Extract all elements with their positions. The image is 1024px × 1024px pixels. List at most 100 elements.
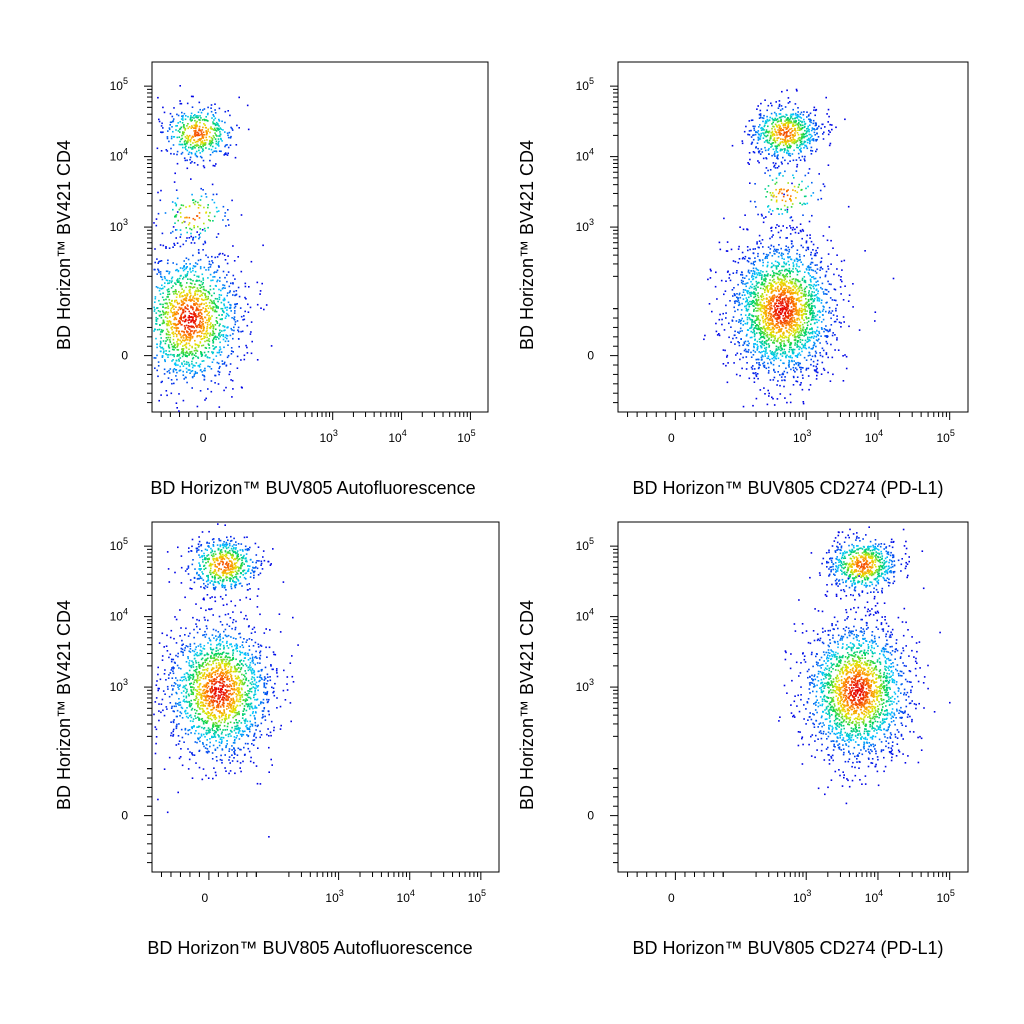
- event-dot: [201, 150, 204, 153]
- event-dot: [746, 310, 749, 312]
- event-dot: [191, 330, 193, 332]
- event-dot: [769, 192, 772, 194]
- event-dot: [210, 390, 213, 393]
- event-dot: [772, 234, 774, 236]
- event-dot: [187, 135, 190, 138]
- event-dot: [799, 324, 802, 327]
- event-dot: [779, 342, 781, 344]
- event-dot: [751, 283, 754, 286]
- event-dot: [793, 327, 795, 330]
- event-dot: [233, 260, 236, 262]
- event-dot: [773, 111, 776, 114]
- event-dot: [184, 118, 187, 121]
- event-dot: [156, 307, 158, 309]
- event-dot: [183, 378, 185, 380]
- event-dot: [821, 328, 823, 330]
- event-dot: [171, 332, 173, 334]
- event-dot: [188, 365, 191, 367]
- event-dot: [765, 167, 768, 169]
- event-dot: [805, 187, 807, 190]
- event-dot: [767, 325, 769, 327]
- event-dot: [814, 342, 816, 345]
- event-dot: [781, 298, 784, 300]
- event-dot: [801, 334, 803, 336]
- event-dot: [704, 334, 706, 337]
- event-dot: [171, 382, 173, 385]
- event-dot: [203, 311, 206, 313]
- event-dot: [183, 316, 186, 319]
- event-dot: [259, 293, 261, 295]
- event-dot: [175, 203, 178, 206]
- event-dot: [752, 372, 754, 374]
- event-dot: [771, 130, 774, 133]
- event-dot: [760, 213, 763, 216]
- event-dot: [805, 317, 808, 320]
- event-dot: [217, 123, 219, 125]
- event-dot: [220, 128, 222, 131]
- event-dot: [177, 344, 179, 346]
- event-dot: [194, 347, 197, 350]
- event-dot: [765, 324, 768, 326]
- event-dot: [803, 147, 805, 149]
- event-dot: [801, 127, 804, 129]
- event-dot: [197, 297, 200, 300]
- event-dot: [789, 393, 792, 396]
- event-dot: [157, 262, 159, 264]
- event-dot: [169, 339, 171, 341]
- event-dot: [184, 216, 186, 219]
- event-dot: [202, 249, 204, 251]
- event-dot: [761, 126, 763, 129]
- event-dot: [247, 311, 250, 313]
- event-dot: [175, 237, 177, 239]
- event-dot: [174, 202, 177, 204]
- event-dot: [749, 248, 751, 251]
- event-dot: [204, 143, 207, 145]
- event-dot: [166, 136, 169, 138]
- event-dot: [832, 332, 834, 334]
- event-dot: [243, 318, 246, 321]
- event-dot: [197, 138, 200, 141]
- event-dot: [757, 252, 759, 255]
- event-dot: [810, 149, 812, 152]
- event-dot: [816, 252, 818, 254]
- event-dot: [789, 128, 791, 130]
- event-dot: [773, 264, 775, 267]
- event-dot: [781, 311, 784, 313]
- event-dot: [803, 276, 806, 278]
- event-dot: [229, 363, 232, 365]
- event-dot: [180, 299, 183, 302]
- event-dot: [786, 149, 789, 151]
- event-dot: [789, 137, 791, 140]
- event-dot: [784, 291, 786, 294]
- event-dot: [782, 325, 785, 328]
- event-dot: [776, 316, 779, 319]
- event-dot: [814, 370, 816, 372]
- event-dot: [183, 124, 185, 126]
- event-dot: [204, 332, 207, 335]
- event-dot: [802, 246, 804, 249]
- event-dot: [711, 310, 713, 313]
- x-axis-title: BD Horizon™ BUV805 Autofluorescence: [150, 478, 475, 498]
- x-tick-label: 104: [865, 428, 883, 445]
- event-dot: [159, 273, 162, 275]
- event-dot: [196, 326, 198, 329]
- event-dot: [207, 339, 209, 342]
- event-dot: [793, 324, 795, 326]
- event-dot: [803, 281, 806, 283]
- event-dot: [762, 157, 765, 160]
- event-dot: [773, 368, 775, 371]
- event-dot: [766, 139, 768, 141]
- event-dot: [830, 317, 832, 320]
- event-dot: [202, 243, 205, 246]
- event-dot: [778, 274, 781, 276]
- event-dot: [244, 285, 247, 288]
- event-dot: [793, 139, 796, 141]
- event-dot: [763, 350, 765, 352]
- event-dot: [218, 266, 220, 268]
- event-dot: [768, 153, 770, 155]
- event-dot: [189, 117, 192, 120]
- event-dot: [795, 120, 797, 122]
- event-dot: [156, 317, 159, 320]
- event-dot: [168, 350, 171, 353]
